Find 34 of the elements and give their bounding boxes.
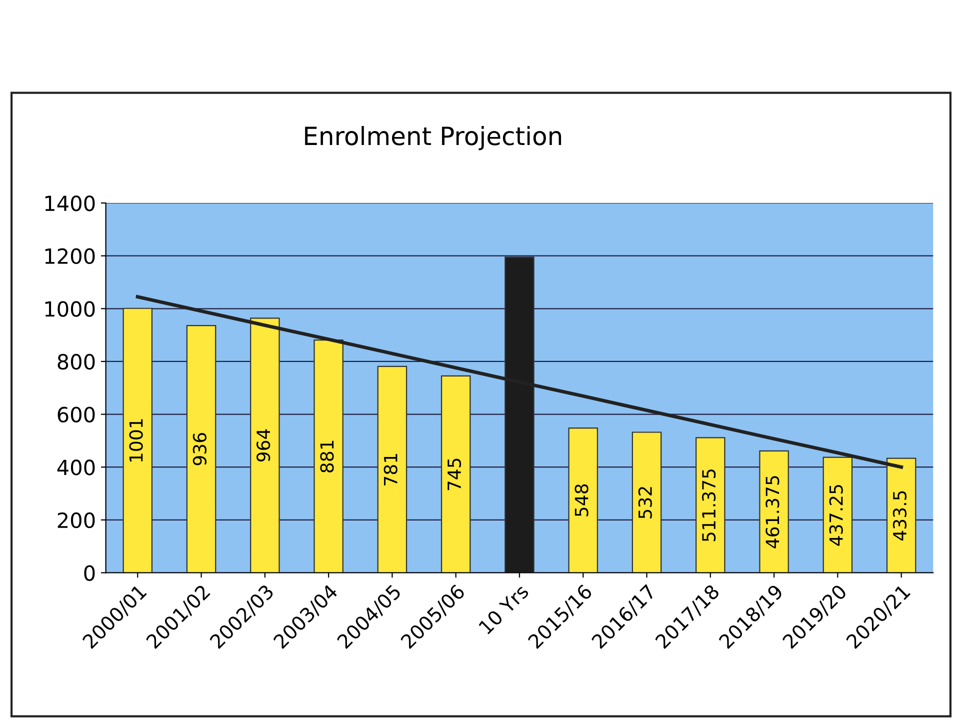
x-tick-label: 10 Yrs (478, 583, 530, 635)
bar (250, 318, 280, 573)
y-tick-label: 200 (58, 512, 95, 528)
data-label: 433.5 (892, 491, 907, 540)
data-label: 881 (320, 440, 334, 472)
data-label: 745 (448, 458, 462, 490)
bar (886, 458, 916, 573)
data-label: 532 (638, 487, 652, 518)
bar (377, 366, 408, 573)
bar (632, 432, 662, 573)
bar (568, 427, 598, 573)
bar (122, 308, 153, 573)
y-tick-label: 800 (58, 354, 95, 370)
data-label: 1001 (129, 419, 143, 462)
y-tick-label: 0 (84, 565, 95, 581)
y-tick-label: 1400 (45, 195, 95, 212)
y-tick-label: 400 (57, 460, 95, 476)
data-label: 964 (256, 429, 270, 462)
data-label: 936 (192, 433, 207, 466)
y-tick-label: 1200 (45, 248, 95, 264)
data-label: 511.375 (702, 469, 716, 542)
bar (696, 437, 726, 573)
y-tick-label: 1000 (45, 301, 95, 317)
bar (314, 340, 344, 573)
bar (759, 450, 789, 573)
chart-title: Enrolment Projection (305, 126, 562, 150)
data-label: 437.25 (829, 485, 843, 546)
data-label: 781 (384, 454, 398, 486)
bar (822, 456, 853, 573)
data-label: 461.375 (766, 476, 780, 548)
data-label: 548 (574, 484, 588, 516)
y-tick-label: 600 (58, 406, 95, 422)
bar (440, 375, 471, 573)
bar (186, 324, 216, 573)
